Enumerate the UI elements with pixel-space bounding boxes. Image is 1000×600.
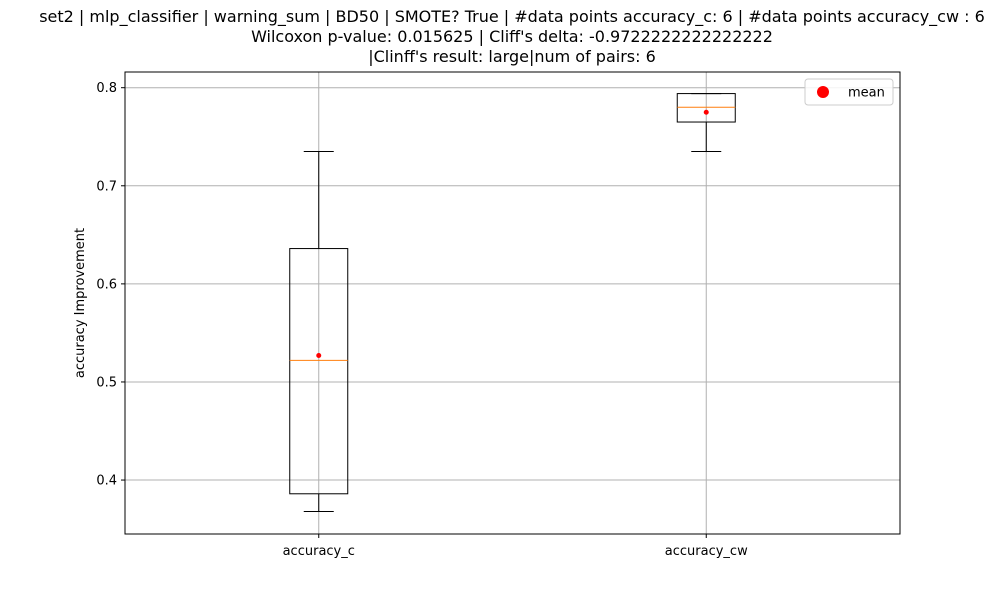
box-accuracy_c bbox=[289, 150, 349, 512]
box-series bbox=[289, 93, 736, 512]
mean-marker bbox=[703, 109, 709, 115]
chart-title: set2 | mlp_classifier | warning_sum | BD… bbox=[39, 7, 985, 66]
chart-title-line: set2 | mlp_classifier | warning_sum | BD… bbox=[39, 7, 985, 27]
chart-title-line: |Clinff's result: large|num of pairs: 6 bbox=[368, 47, 656, 66]
x-tick-label: accuracy_cw bbox=[665, 544, 748, 559]
axes-frame bbox=[124, 71, 901, 535]
legend-mean-marker bbox=[817, 86, 829, 98]
x-axis-ticks: accuracy_c accuracy_cw bbox=[283, 534, 748, 559]
box-accuracy_cw bbox=[676, 93, 736, 152]
y-tick-label: 0.8 bbox=[96, 81, 117, 96]
legend-label: mean bbox=[848, 86, 885, 101]
iqr-box bbox=[289, 248, 349, 495]
legend: mean bbox=[804, 78, 894, 106]
grid-lines bbox=[125, 72, 900, 534]
y-tick-label: 0.7 bbox=[96, 179, 117, 194]
y-tick-label: 0.5 bbox=[96, 375, 117, 390]
x-tick-label: accuracy_c bbox=[283, 544, 355, 559]
y-tick-label: 0.4 bbox=[96, 474, 117, 489]
y-tick-label: 0.6 bbox=[96, 277, 117, 292]
chart-title-line: Wilcoxon p-value: 0.015625 | Cliff's del… bbox=[251, 27, 773, 46]
y-axis-ticks: 0.4 0.5 0.6 0.7 0.8 bbox=[96, 81, 125, 489]
y-axis-label: accuracy Improvement bbox=[73, 228, 88, 378]
legend-frame bbox=[804, 78, 894, 106]
mean-marker bbox=[316, 352, 322, 358]
